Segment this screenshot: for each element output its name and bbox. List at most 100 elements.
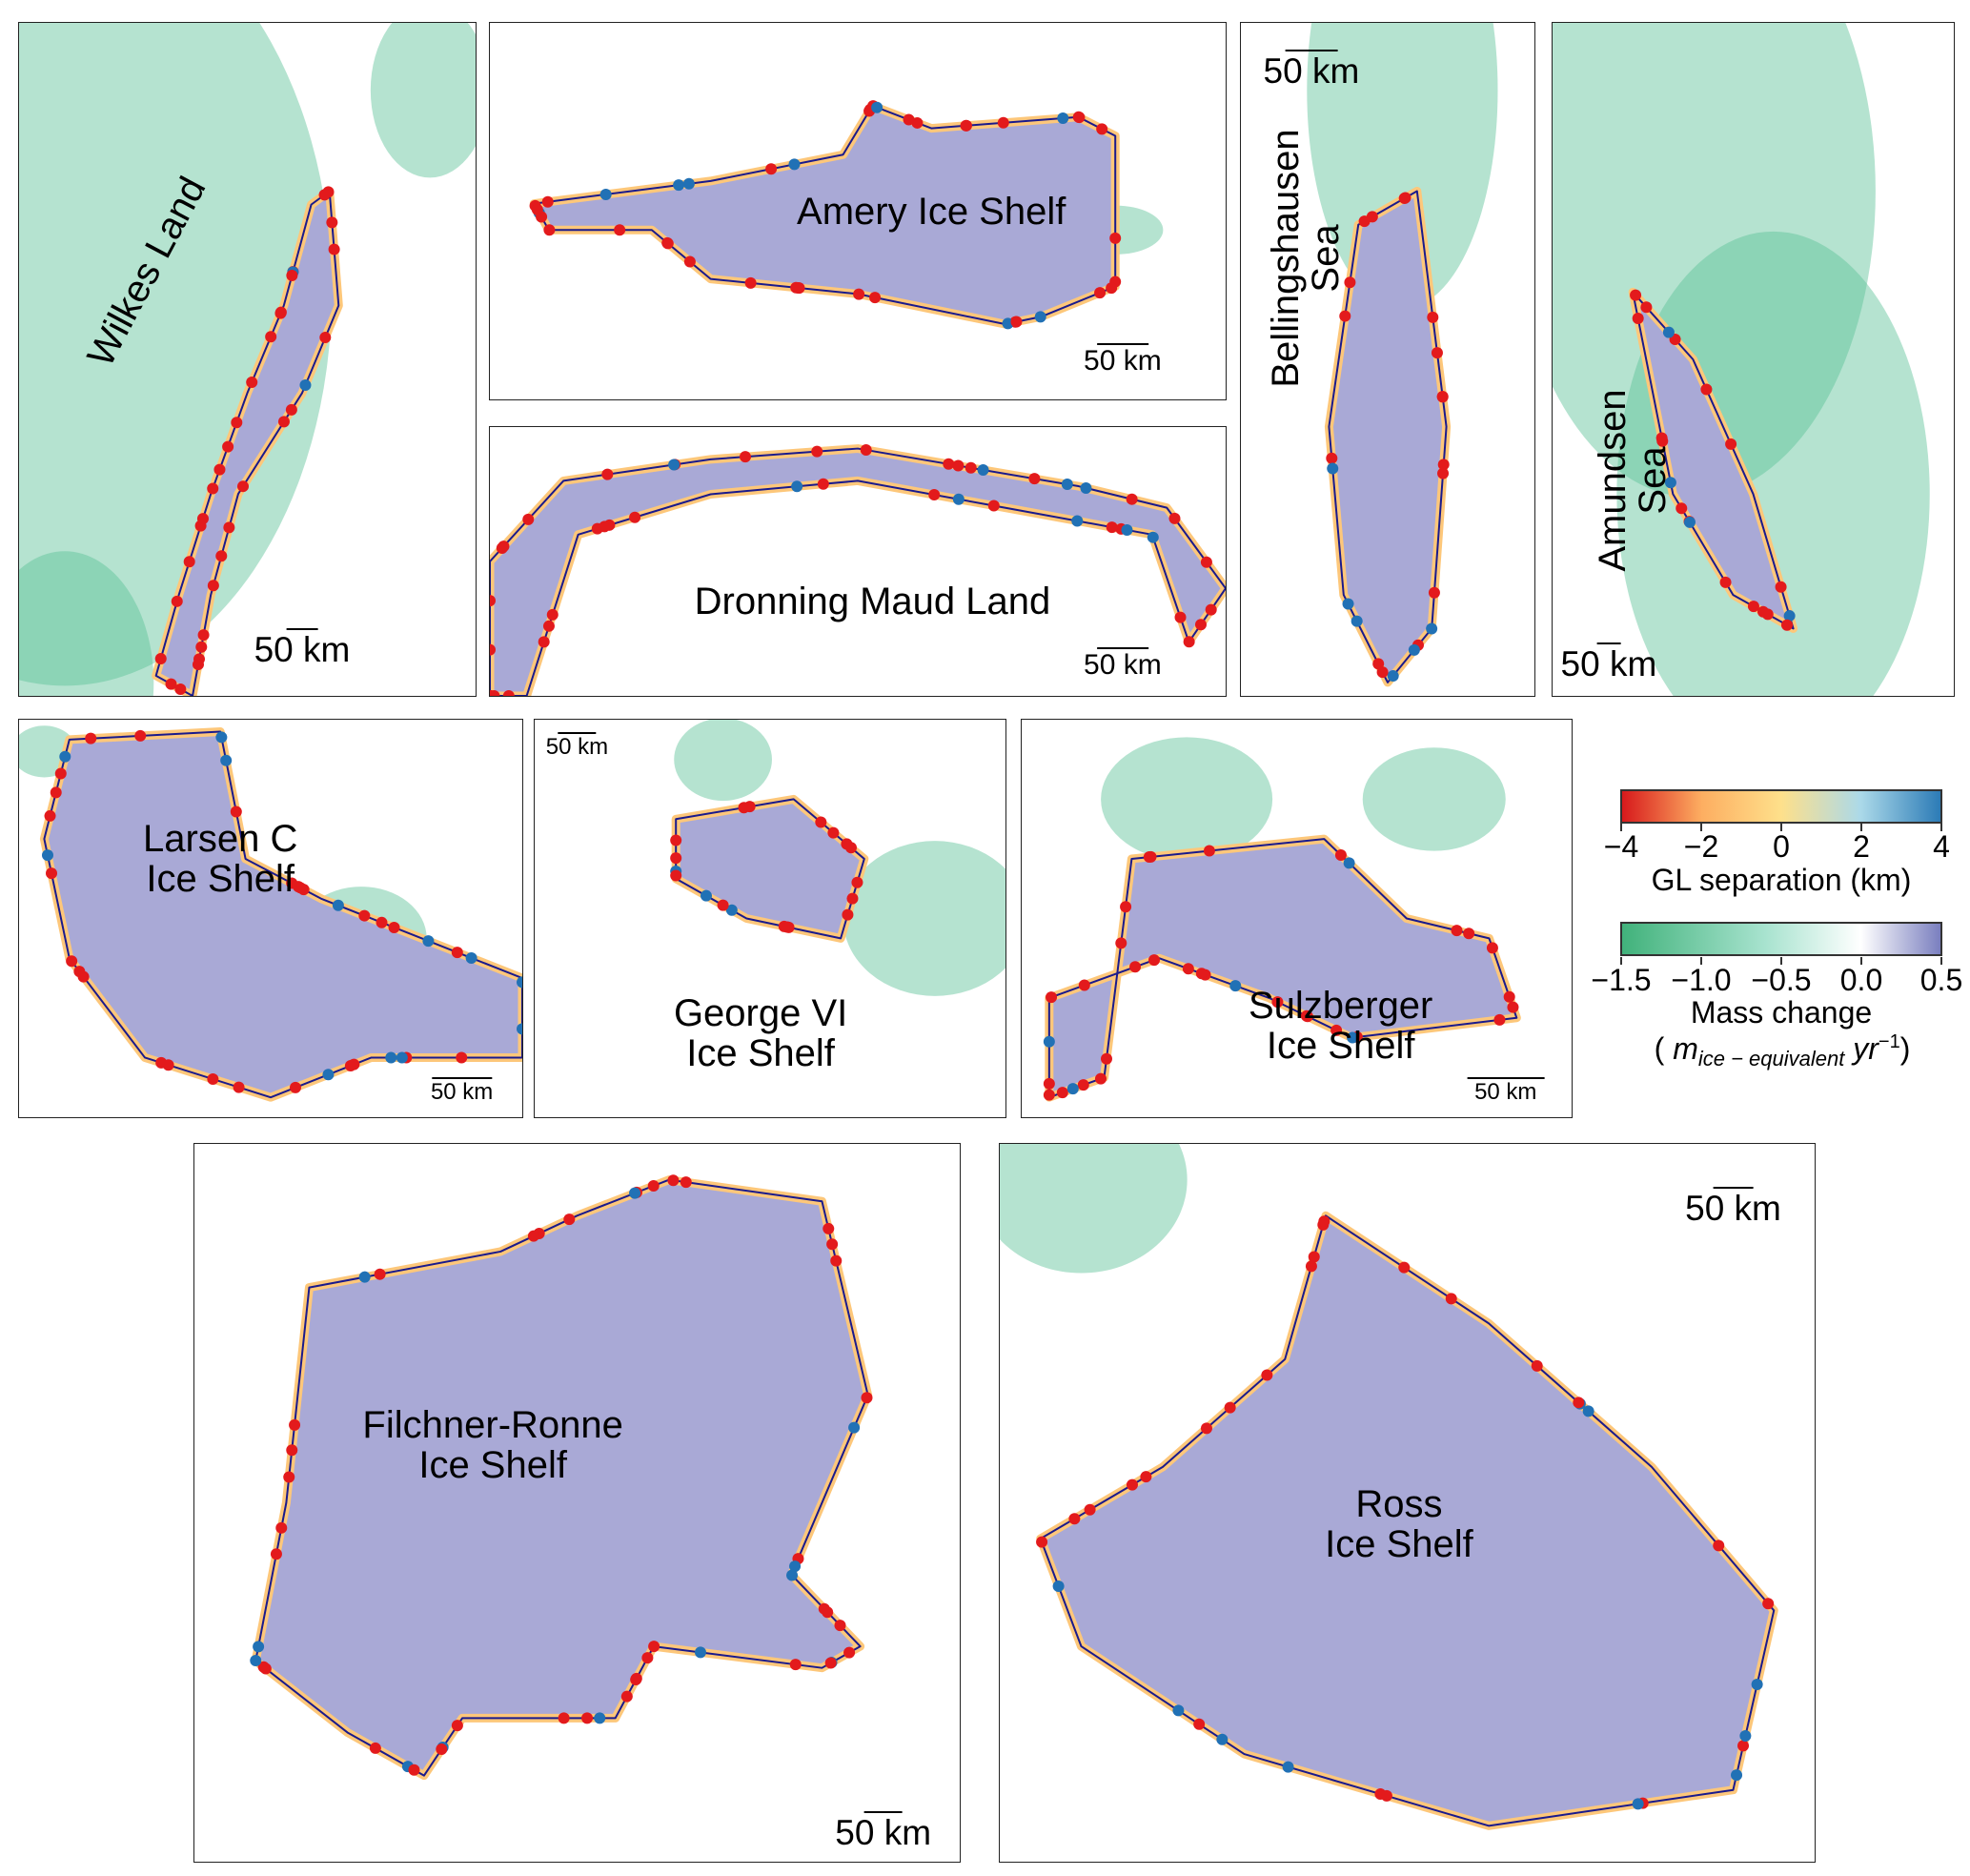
gl-separation-point-negative [207,482,219,495]
scale-bar: 50 km [254,628,351,670]
scale-bar: 50 km [1561,642,1656,684]
mass-loss-region [19,551,154,696]
colorbar-tick-label: −4 [1603,829,1639,864]
gl-separation-point-negative [1374,1788,1387,1801]
gl-separation-point-negative [789,1659,802,1671]
colorbar-tick-label: −0.5 [1751,963,1812,997]
gl-separation-point-negative [1507,1001,1519,1013]
panel-amery-ice-shelf: Amery Ice Shelf 50 km [489,22,1227,400]
gl-separation-point-negative [490,595,496,607]
gl-separation-point-negative [1106,282,1118,295]
gl-separation-point-positive [1229,980,1242,992]
grounding-line [1632,291,1795,630]
gl-separation-point-negative [1271,996,1284,1009]
gl-separation-point-negative [1010,316,1023,328]
map-dronning [490,444,1226,696]
gl-separation-point-negative [1334,849,1347,862]
scale-bar-label: 50 km [254,630,351,670]
gl-separation-point-negative [661,237,674,250]
colorbar-tick [1780,957,1782,965]
gl-separation-point-negative [1195,968,1208,980]
gl-separation-point-positive [1147,531,1159,543]
gl-separation-point-negative [1531,1359,1543,1372]
gl-separation-point-negative [1326,452,1338,464]
gl-separation-point-negative [997,116,1009,129]
gl-separation-point-negative [207,580,219,592]
gl-separation-point-negative [601,468,614,480]
gl-separation-point-negative [1451,925,1463,937]
gl-separation-point-negative [207,1073,219,1085]
mass-loss-region [1000,1144,1188,1274]
gl-separation-point-positive [1327,462,1339,475]
gl-separation-point-negative [1305,1260,1317,1273]
gl-separation-point-negative [546,608,559,621]
gl-separation-point-negative [1376,666,1389,679]
colorbar-tick [1620,957,1622,965]
map-ross [1000,1144,1778,1830]
gl-separation-point-negative [1630,289,1642,301]
gl-separation-point-positive [1632,1798,1644,1810]
gl-separation-point-negative [496,541,508,554]
scale-bar-label: 50 km [545,733,609,760]
gl-separation-point-negative [599,520,611,533]
gl-separation-point-negative [1437,459,1450,471]
scale-bar-line [1713,1187,1754,1190]
gl-separation-point-negative [171,595,183,607]
gl-separation-point-positive [1582,1405,1594,1417]
gl-separation-point-positive [1034,311,1046,323]
scale-bar-line [431,1077,493,1080]
gl-separation-point-positive [332,899,344,911]
region-label: George VI Ice Shelf [673,992,848,1075]
mass-loss-region [674,720,772,802]
region-label: Amundsen Sea [1592,389,1675,572]
panel-larsen-c: Larsen C Ice Shelf 50 km [18,719,523,1118]
gl-separation-point-negative [1437,467,1450,479]
map-bellingshausen [1307,23,1498,687]
gl-separation-point-negative [811,445,823,458]
gl-separation-point-negative [490,643,496,656]
gl-separation-point-negative [1676,502,1688,515]
gl-separation-point-negative [277,416,290,428]
gl-separation-point-negative [815,816,827,828]
region-label: Bellingshausen Sea [1264,129,1347,388]
gl-separation-point-negative [259,1662,272,1675]
gl-separation-point-negative [860,444,872,457]
gl-separation-point-negative [1046,991,1058,1004]
gl-separation-point-negative [647,1179,660,1192]
gl-separation-point-negative [563,1213,576,1226]
gl-separation-point-negative [1737,1740,1750,1752]
gl-separation-point-positive [791,480,803,493]
gl-separation-point-negative [1344,276,1356,289]
gl-separation-point-negative [1077,1079,1089,1091]
gl-separation-point-negative [1115,937,1127,949]
gl-separation-point-positive [1061,479,1073,491]
gl-separation-point-negative [1147,954,1160,967]
gl-separation-point-negative [1640,301,1653,314]
gl-separation-point-positive [1342,598,1354,610]
gl-separation-point-negative [154,652,167,664]
gl-separation-point-positive [629,1187,641,1199]
gl-separation-point-negative [1200,1422,1212,1435]
gl-separation-point-positive [422,935,435,948]
scale-bar-label: 50 km [1084,649,1162,682]
gl-separation-point-negative [1308,1251,1320,1263]
gl-separation-point-negative [223,521,235,534]
gl-separation-point-negative [869,292,882,304]
gl-separation-point-negative [436,1743,448,1756]
ice-shelf-mass-change [255,1179,868,1776]
gl-separation-point-negative [846,892,859,905]
gl-separation-point-negative [1330,1024,1343,1036]
gl-separation-point-positive [871,101,883,113]
region-label: Ross Ice Shelf [1325,1483,1473,1566]
gl-separation-point-negative [817,478,829,490]
gl-separation-point-negative [1486,942,1498,954]
gl-separation-point-positive [1343,857,1355,869]
gl-separation-point-negative [542,620,555,632]
scale-bar: 50 km [1685,1187,1781,1229]
mass-change-colorbar [1620,922,1942,956]
scale-bar: 50 km [545,731,609,761]
gl-separation-point-positive [517,976,522,989]
scale-bar-line [1596,642,1621,644]
gl-separation-point-negative [195,641,208,653]
gl-separation-point-negative [165,678,177,690]
